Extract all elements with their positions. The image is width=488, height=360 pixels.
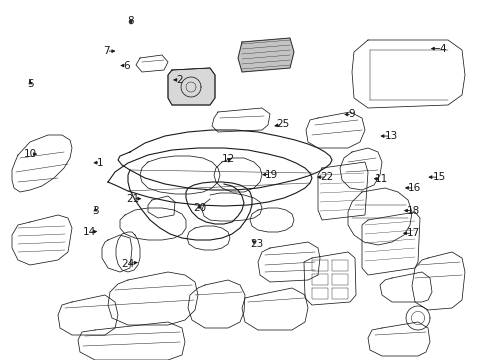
Text: 3: 3: [92, 206, 99, 216]
Polygon shape: [168, 68, 215, 105]
Text: 10: 10: [24, 149, 37, 159]
Text: 12: 12: [222, 154, 235, 164]
Text: 2: 2: [176, 75, 183, 85]
Text: 11: 11: [374, 174, 387, 184]
Text: 23: 23: [249, 239, 263, 249]
Text: 8: 8: [127, 16, 134, 26]
Text: 25: 25: [275, 119, 289, 129]
Text: 16: 16: [407, 183, 421, 193]
Text: 13: 13: [384, 131, 397, 141]
Text: 22: 22: [319, 172, 333, 182]
Text: 7: 7: [103, 46, 110, 56]
Text: 5: 5: [27, 78, 34, 89]
Polygon shape: [238, 38, 293, 72]
Text: 6: 6: [122, 60, 129, 71]
Text: 20: 20: [193, 203, 205, 213]
Text: 15: 15: [431, 172, 445, 182]
Text: 4: 4: [438, 44, 445, 54]
Text: 9: 9: [348, 109, 355, 120]
Text: 18: 18: [406, 206, 419, 216]
Text: 21: 21: [126, 194, 140, 204]
Text: 14: 14: [82, 227, 96, 237]
Text: 1: 1: [97, 158, 103, 168]
Text: 17: 17: [406, 228, 419, 238]
Text: 24: 24: [121, 258, 135, 269]
Text: 19: 19: [264, 170, 278, 180]
